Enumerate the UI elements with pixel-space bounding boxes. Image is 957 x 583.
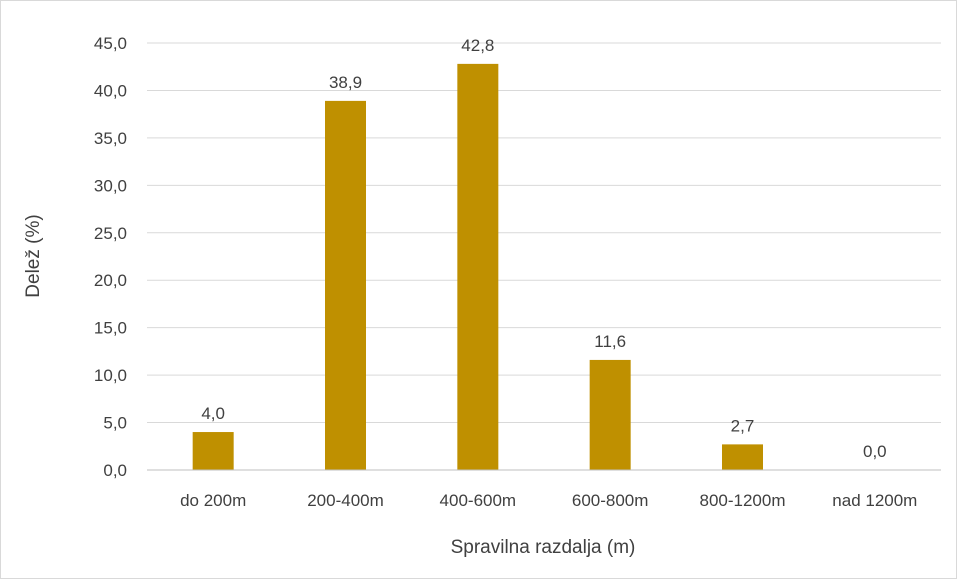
y-axis-ticks: 0,0 5,0 10,0 15,0 20,0 25,0 30,0 35,0 40,0 45,0: [94, 34, 127, 480]
y-tick-label: 0,0: [103, 461, 127, 480]
y-tick-label: 5,0: [103, 414, 127, 433]
y-tick-label: 10,0: [94, 366, 127, 385]
data-labels: 4,0 38,9 42,8 11,6 2,7 0,0: [201, 36, 886, 461]
data-label: 4,0: [201, 404, 225, 423]
y-tick-label: 30,0: [94, 176, 127, 195]
x-axis-ticks: do 200m 200-400m 400-600m 600-800m 800-1200m…: [180, 491, 917, 510]
bars: [192, 63, 763, 471]
bar: [589, 359, 631, 470]
y-tick-label: 15,0: [94, 319, 127, 338]
y-tick-label: 20,0: [94, 271, 127, 290]
x-tick-label: 600-800m: [572, 491, 649, 510]
gridlines: [147, 42, 941, 424]
y-tick-label: 25,0: [94, 224, 127, 243]
data-label: 2,7: [731, 416, 755, 435]
bar: [192, 432, 234, 470]
x-axis-title: Spravilna razdalja (m): [451, 537, 636, 558]
x-tick-label: do 200m: [180, 491, 246, 510]
x-tick-label: 800-1200m: [699, 491, 785, 510]
data-label: 11,6: [594, 332, 626, 351]
data-label: 42,8: [461, 36, 494, 55]
bar: [325, 100, 366, 470]
x-tick-label: nad 1200m: [832, 491, 917, 510]
x-tick-label: 400-600m: [440, 491, 517, 510]
y-tick-label: 40,0: [94, 81, 127, 100]
y-tick-label: 45,0: [94, 34, 127, 53]
bar: [722, 444, 763, 470]
data-label: 38,9: [329, 73, 362, 92]
y-tick-label: 35,0: [94, 129, 127, 148]
x-tick-label: 200-400m: [307, 491, 384, 510]
bar: [457, 63, 499, 471]
y-axis-title: Delež (%): [23, 214, 44, 297]
data-label: 0,0: [863, 442, 887, 461]
